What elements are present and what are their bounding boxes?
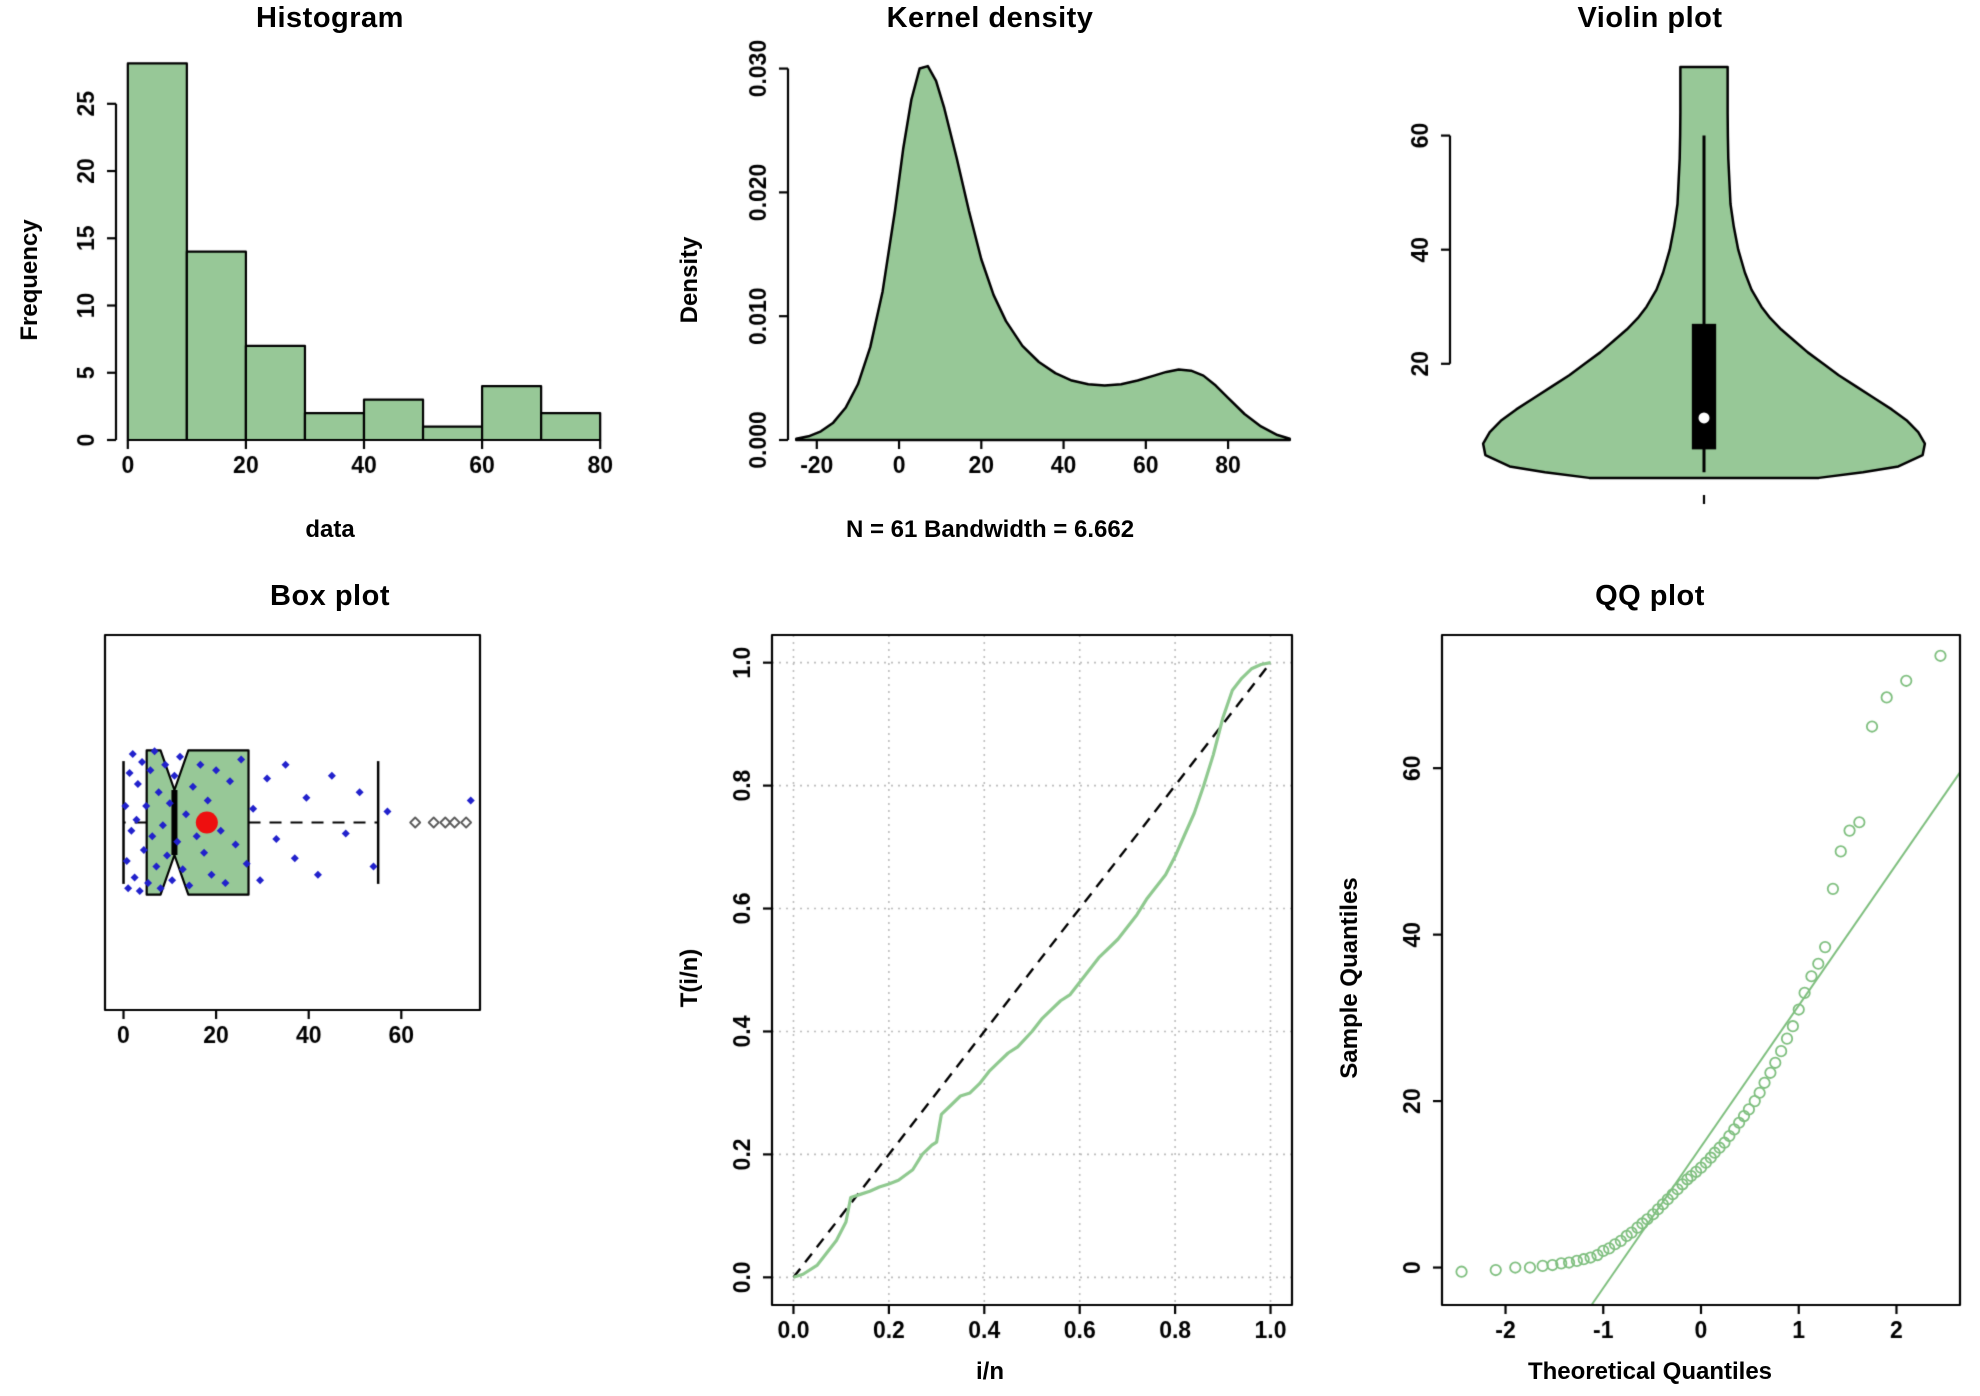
panel-kernel-density: Kernel density Density N = 61 Bandwidth … xyxy=(660,0,1320,560)
histogram-canvas xyxy=(0,0,660,560)
t-plot-ylabel: T(i/n) xyxy=(676,948,703,1008)
kernel-density-canvas xyxy=(660,0,1320,560)
t-plot-xlabel: i/n xyxy=(976,1358,1004,1385)
t-plot-canvas xyxy=(660,560,1320,1396)
qq-plot-title: QQ plot xyxy=(1595,580,1705,612)
kernel-density-title: Kernel density xyxy=(886,2,1094,34)
panel-histogram: Histogram Frequency data xyxy=(0,0,660,560)
panel-t-plot: T(i/n) i/n xyxy=(660,560,1320,1396)
histogram-title: Histogram xyxy=(256,2,404,34)
kernel-density-subtitle: N = 61 Bandwidth = 6.662 xyxy=(845,516,1135,543)
qq-plot-canvas xyxy=(1320,560,1980,1396)
panel-qq-plot: QQ plot Sample Quantiles Theoretical Qua… xyxy=(1320,560,1980,1396)
box-plot-canvas xyxy=(0,560,660,1396)
box-plot-title: Box plot xyxy=(270,580,390,612)
panel-box-plot: Box plot xyxy=(0,560,660,1396)
panel-violin: Violin plot xyxy=(1320,0,1980,560)
histogram-ylabel: Frequency xyxy=(16,219,43,341)
kernel-density-ylabel: Density xyxy=(676,236,703,324)
qq-plot-ylabel: Sample Quantiles xyxy=(1336,877,1363,1079)
histogram-xlabel: data xyxy=(305,516,355,543)
violin-canvas xyxy=(1320,0,1980,560)
qq-plot-xlabel: Theoretical Quantiles xyxy=(1527,1358,1773,1385)
violin-title: Violin plot xyxy=(1577,2,1723,34)
